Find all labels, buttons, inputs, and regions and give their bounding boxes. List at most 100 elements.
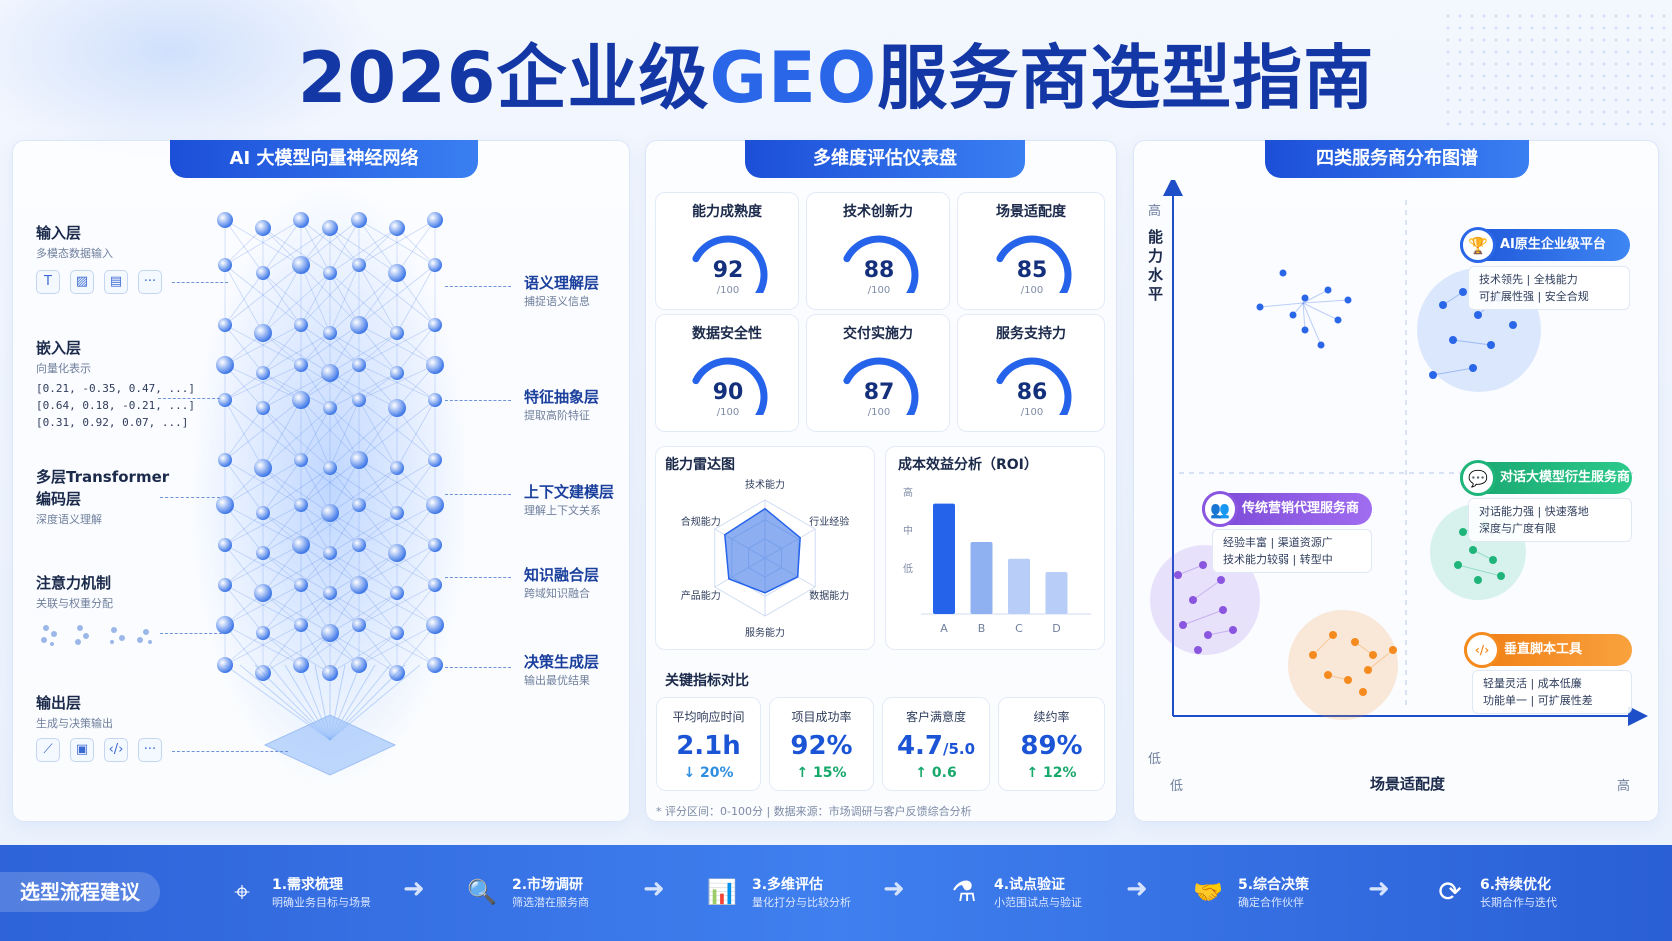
network-edge [262, 227, 331, 274]
dashboard-panel-title: 多维度评估仪表盘 [745, 140, 1025, 178]
knowledge-layer-sub: 跨域知识融合 [524, 587, 590, 600]
network-edge [329, 504, 360, 554]
step-title: 3.多维评估 [752, 877, 824, 893]
network-edge [358, 372, 398, 401]
network-edge [329, 332, 360, 366]
network-node [427, 212, 443, 228]
network-edge [262, 592, 331, 634]
network-edge [358, 544, 398, 594]
decision-layer-title: 决策生成层 [524, 653, 600, 671]
document-icon: ▣ [70, 738, 94, 762]
network-edge [396, 459, 436, 514]
cluster-point [1364, 666, 1372, 674]
network-edge [224, 504, 302, 546]
roi-category-label: A [940, 622, 948, 635]
x-axis-high: 高 [1617, 779, 1631, 794]
network-edge [224, 324, 264, 374]
network-node [217, 657, 233, 673]
radar-axis-label: 技术能力 [745, 478, 785, 491]
network-node [352, 498, 366, 512]
network-edge [329, 407, 360, 461]
gauge-value: 90 [712, 380, 744, 405]
network-edge [300, 272, 331, 326]
cluster-point [1459, 288, 1467, 296]
network-edge [358, 332, 398, 366]
feature-connector [445, 400, 511, 401]
network-edge [262, 227, 331, 274]
cluster-point [1174, 571, 1182, 579]
kpi-delta: ↑ 12% [1026, 765, 1077, 781]
network-node [294, 318, 308, 332]
network-node [292, 536, 310, 554]
step-sub: 筛选潜在服务商 [512, 896, 589, 909]
network-edge [358, 459, 436, 506]
network-node [323, 401, 337, 415]
network-edge [262, 624, 302, 674]
radar-card [655, 446, 875, 650]
network-node [218, 318, 232, 332]
network-edge [300, 364, 360, 401]
network-edge [300, 332, 331, 366]
output-icons: ⟋ ▣ ‹/› ··· [36, 738, 162, 762]
network-node [216, 616, 234, 634]
gauge-fill [692, 235, 768, 293]
gauge-max: /100 [867, 407, 891, 418]
network-node [321, 504, 339, 522]
dot-pattern [1442, 10, 1672, 130]
category-desc-traditional: 经验丰富 | 渠道资源广 技术能力较弱 | 转型中 [1212, 529, 1372, 573]
network-edge [224, 219, 302, 266]
roi-category-label: B [978, 622, 986, 635]
roi-bar [1045, 572, 1068, 614]
cluster-point [1301, 294, 1309, 302]
network-edge [300, 552, 331, 586]
flow-step: 🤝 5.综合决策 确定合作伙伴 [1188, 872, 1309, 912]
network-edge [300, 364, 360, 401]
gauge-arc [996, 357, 1072, 415]
network-edge [300, 584, 360, 626]
cluster-edge [1207, 629, 1234, 636]
trophy-icon: 🏆 [1460, 227, 1496, 263]
network-edge [262, 544, 302, 594]
network-node [256, 506, 270, 520]
flow-step: ⚗ 4.试点验证 小范围试点与验证 [944, 872, 1082, 912]
vector-2: [0.64, 0.18, -0.21, ...] [36, 399, 195, 412]
radar-axis-label: 合规能力 [681, 515, 721, 528]
network-edge [329, 467, 398, 514]
network-edge [358, 632, 398, 666]
network-edge [329, 512, 398, 554]
network-edge [224, 624, 302, 666]
network-edge [396, 364, 436, 409]
network-edge [300, 264, 360, 326]
cluster-edge [1302, 302, 1306, 331]
network-edge [329, 272, 398, 334]
transformer-layer-title-1: 多层Transformer [36, 468, 170, 486]
network-node [352, 358, 366, 372]
network-node [428, 258, 442, 272]
network-node [323, 461, 337, 475]
network-edge [329, 632, 398, 674]
network-edge [262, 407, 331, 469]
network-edge [224, 372, 264, 401]
more-icon: ··· [138, 738, 162, 762]
network-edge [358, 624, 398, 674]
gauge-label: 能力成熟度 [692, 204, 762, 220]
network-node [428, 318, 442, 332]
cluster-point [1189, 596, 1197, 604]
network-edge [329, 624, 360, 674]
radar-axis-label: 数据能力 [809, 589, 849, 602]
knowledge-connector [445, 577, 511, 578]
network-edge [358, 512, 398, 546]
network-node [351, 212, 367, 228]
network-edge [262, 459, 302, 514]
network-node [294, 618, 308, 632]
network-node [218, 578, 232, 592]
network-edge [396, 512, 436, 546]
network-edge [329, 467, 360, 506]
cluster-point [1459, 528, 1467, 536]
network-edge [329, 272, 398, 334]
network-edge [224, 624, 264, 674]
gauge-max: /100 [867, 285, 891, 296]
network-edge [224, 459, 264, 514]
cluster-edge [1182, 609, 1224, 626]
network-edge [396, 584, 436, 634]
